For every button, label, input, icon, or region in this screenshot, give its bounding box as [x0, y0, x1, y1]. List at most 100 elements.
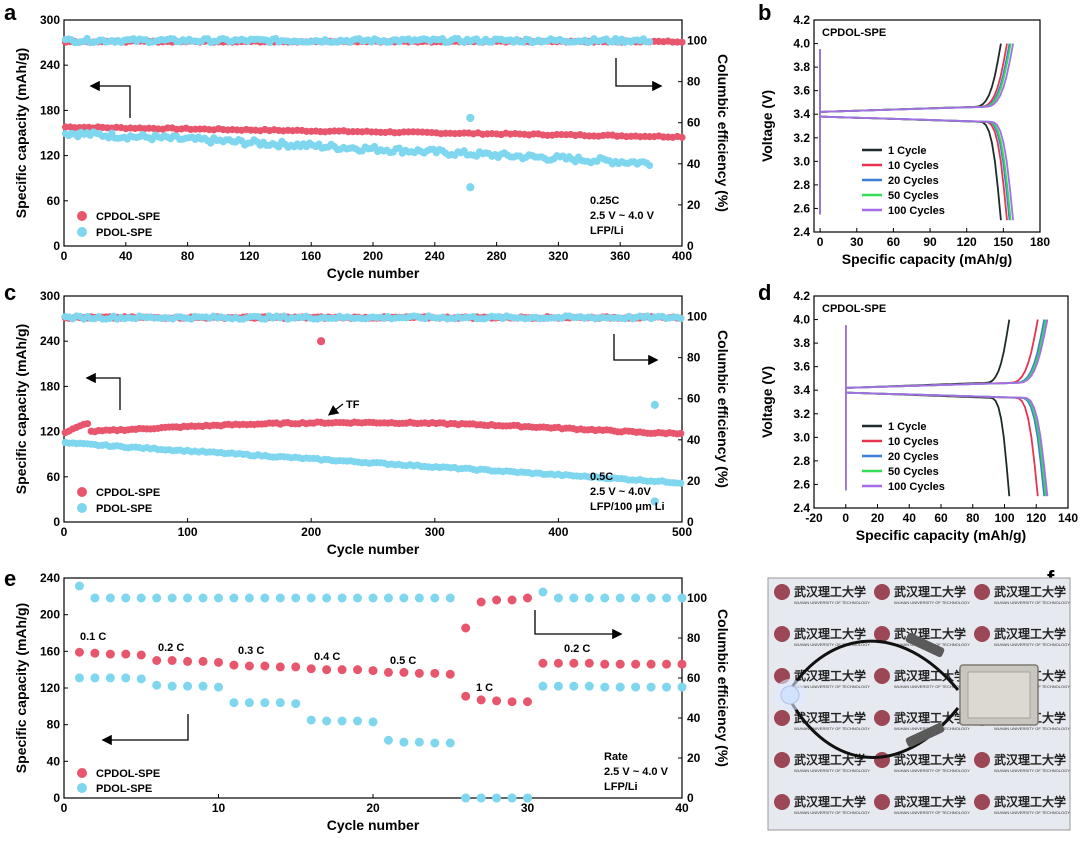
data-point-pdol-ce: [198, 593, 208, 603]
axis-arrow: [89, 80, 131, 118]
legend-label: 50 Cycles: [888, 466, 939, 478]
data-point-pdol-ce: [260, 593, 270, 603]
x-tick-label: 240: [425, 249, 445, 263]
data-point-pdol-ce: [306, 593, 316, 603]
data-point-cpdol-capacity: [523, 697, 532, 707]
rate-label: 0.2 C: [564, 643, 590, 655]
y-tick-label: 240: [40, 571, 60, 585]
university-seal: [774, 710, 790, 726]
data-point-pdol-capacity: [90, 673, 100, 683]
data-point-cpdol-capacity: [136, 650, 146, 660]
y2-tick-label: 0: [687, 791, 694, 805]
y-tick-label: 3.6: [793, 360, 810, 374]
watermark-text: 武汉理工大学: [794, 668, 866, 683]
tf-arrow: [327, 403, 344, 416]
charge-curve: [820, 43, 1008, 113]
university-seal: [974, 794, 990, 810]
data-point-pdol-capacity: [584, 681, 594, 691]
legend-label: 20 Cycles: [888, 175, 939, 187]
rate-label: 1 C: [476, 682, 493, 694]
data-point-pdol-capacity: [677, 682, 687, 692]
watermark-subtext: WUHAN UNIVERSITY OF TECHNOLOGY: [794, 684, 870, 689]
university-seal: [774, 794, 790, 810]
y2-tick-label: 80: [687, 351, 701, 365]
charge-curve: [820, 43, 1011, 113]
data-point-cpdol-capacity: [121, 649, 131, 659]
data-point-pdol-capacity: [306, 715, 316, 725]
rate-label: 0.5 C: [390, 655, 416, 667]
data-point-pdol-ce: [631, 593, 641, 603]
university-seal: [974, 752, 990, 768]
data-point-cpdol-capacity: [492, 696, 502, 706]
data-point-pdol-capacity: [646, 682, 656, 692]
data-point-cpdol-ce: [523, 593, 532, 603]
data-point-cpdol-ce: [507, 595, 517, 605]
y-tick-label: 40: [47, 754, 61, 768]
axis-arrow-left: [101, 714, 189, 746]
data-point-pdol-ce: [646, 593, 656, 603]
y-axis-label: Specific capacity (mAh/g): [13, 324, 29, 494]
charge-curve: [820, 43, 1012, 113]
watermark-text: 武汉理工大学: [794, 584, 866, 599]
legend-label: 1 Cycle: [888, 145, 927, 157]
data-point-cpdol-capacity: [677, 659, 687, 669]
x-tick-label: 30: [850, 235, 864, 249]
y-tick-label: 2.8: [793, 178, 810, 192]
data-point-pdol-ce: [615, 593, 625, 603]
plot-frame: [813, 19, 1041, 233]
x-tick-label: 120: [1026, 511, 1046, 525]
data-point-pdol-capacity: [167, 681, 177, 691]
watermark-text: 武汉理工大学: [794, 710, 866, 725]
data-point-pdol-ce: [167, 593, 177, 603]
x-tick-label: 320: [548, 249, 568, 263]
legend-label-pdol: PDOL-SPE: [96, 227, 152, 239]
led-glow: [774, 679, 806, 711]
pouch-cell-label: [967, 671, 1031, 719]
annotation-line: LFP/Li: [590, 225, 624, 237]
panel-label-a: a: [4, 0, 17, 25]
charge-curve: [820, 43, 1014, 113]
axis-arrow: [613, 334, 659, 366]
data-point-cpdol-capacity: [507, 697, 517, 707]
panel-label-b: b: [758, 0, 771, 25]
data-point-cpdol-capacity: [244, 661, 254, 671]
watermark-text: 武汉理工大学: [794, 626, 866, 641]
university-seal: [874, 752, 890, 768]
data-point-pdol-capacity: [368, 717, 378, 727]
university-seal: [874, 710, 890, 726]
annotation-line: 2.5 V ~ 4.0 V: [590, 210, 655, 222]
data-point-cpdol-capacity: [291, 662, 301, 672]
watermark-text: 武汉理工大学: [994, 752, 1066, 767]
watermark-subtext: WUHAN UNIVERSITY OF TECHNOLOGY: [794, 600, 870, 605]
x-tick-label: 20: [871, 511, 885, 525]
x-tick-label: 40: [119, 249, 133, 263]
data-point-outlier: [316, 337, 326, 346]
discharge-curve: [845, 391, 1049, 497]
data-point-cpdol-capacity: [569, 658, 579, 668]
data-point-cpdol-capacity: [584, 658, 594, 668]
legend-label: 1 Cycle: [888, 421, 927, 433]
x-axis-label: Cycle number: [327, 541, 420, 557]
y2-tick-label: 20: [687, 198, 701, 212]
x-axis-label: Cycle number: [327, 817, 420, 833]
data-point-cpdol-capacity: [306, 664, 316, 674]
data-point-pdol-capacity: [569, 681, 579, 691]
x-axis-label: Cycle number: [327, 265, 420, 281]
x-tick-label: 90: [923, 235, 937, 249]
y-tick-label: 240: [40, 334, 60, 348]
y-tick-label: 3.0: [793, 430, 810, 444]
tf-label: TF: [346, 399, 360, 411]
y-tick-label: 3.0: [793, 154, 810, 168]
university-seal: [974, 626, 990, 642]
y-tick-label: 120: [40, 425, 60, 439]
data-point-pdol-ce: [569, 593, 579, 603]
chart-title: CPDOL-SPE: [822, 27, 886, 39]
legend-label: 10 Cycles: [888, 160, 939, 172]
data-point-cpdol-capacity: [198, 656, 208, 666]
data-point-cpdol-ce: [461, 623, 471, 633]
data-point-pdol-ce: [600, 593, 610, 603]
x-tick-label: 100: [994, 511, 1014, 525]
y-axis-label: Voltage (V): [759, 90, 775, 162]
y-tick-label: 2.4: [793, 225, 810, 239]
data-point-cpdol-capacity: [260, 661, 270, 671]
